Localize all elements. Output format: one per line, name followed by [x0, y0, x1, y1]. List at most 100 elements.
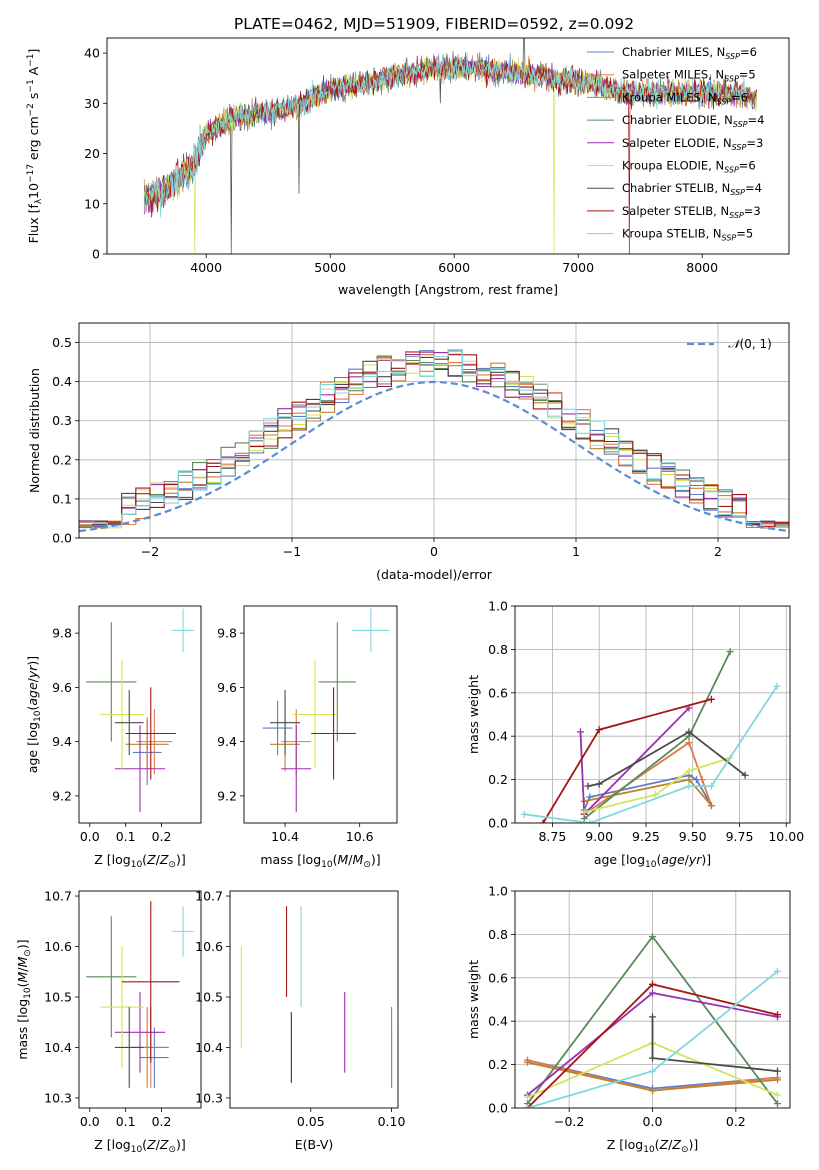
x-axis-label: Z [log10(Z/Z⊙)] [94, 852, 186, 870]
point-marker [685, 776, 693, 784]
y-tick-label: 10.3 [195, 1090, 223, 1105]
y-tick-label: 0.5 [52, 335, 72, 350]
panel-weight-vs-age: 8.75 9.00 9.25 9.50 9.75 10.00 0.0 0.2 0.4 0.6 0.8… [466, 599, 804, 871]
y-tick-label: 0.6 [488, 970, 508, 985]
x-tick-label: 0.0 [80, 829, 100, 844]
x-tick-label: 6000 [438, 260, 470, 275]
panel-spectrum: 4000 5000 6000 7000 8000 0 10 20 30 40 wavelength … [26, 37, 790, 297]
y-tick-label: 1.0 [488, 884, 508, 899]
y-tick-label: 10 [84, 196, 100, 211]
point-marker [651, 791, 659, 799]
point-marker [584, 782, 592, 790]
point-marker [586, 819, 594, 823]
legend-label: Salpeter STELIB, NSSP=3 [622, 204, 761, 220]
y-tick-label: 10.4 [44, 1040, 72, 1055]
x-tick-label: 0.2 [152, 829, 172, 844]
point-marker [774, 967, 781, 975]
y-tick-label: 10.7 [44, 889, 72, 904]
y-tick-label: 0.2 [488, 1057, 508, 1072]
y-tick-label: 0.0 [488, 1101, 508, 1116]
x-tick-label: 0.0 [80, 1114, 100, 1129]
legend-label: Chabrier ELODIE, NSSP=4 [622, 113, 764, 129]
point-marker [524, 1104, 531, 1108]
y-tick-label: 0.3 [52, 413, 72, 428]
y-tick-label: 9.6 [217, 680, 237, 695]
plot-area-age-vs-mass [262, 608, 390, 813]
axes-frame [229, 890, 399, 1109]
weight-series-line [651, 1016, 778, 1072]
y-tick-label: 9.4 [217, 734, 237, 749]
x-tick-label: 10.00 [768, 829, 804, 844]
panel-mass-vs-ebv: 0.05 0.10 10.3 10.4 10.5 10.6 10.7 E(B-V) [195, 889, 405, 1152]
y-tick-label: 40 [84, 46, 100, 61]
x-axis-label: Z [log10(Z/Z⊙)] [607, 1137, 699, 1155]
axes-frame [106, 37, 790, 255]
point-marker [649, 933, 656, 941]
y-tick-label: 20 [84, 146, 100, 161]
point-marker [649, 1067, 656, 1075]
x-tick-label: −2 [141, 544, 159, 559]
x-tick-label: 5000 [314, 260, 346, 275]
point-marker [649, 1087, 656, 1095]
point-marker [524, 1093, 531, 1101]
panel-weight-vs-Z: −0.2 0.0 0.2 0.0 0.2 0.4 0.6 0.8 1.0 mass weight Z… [466, 884, 791, 1155]
y-tick-label: 10.6 [44, 939, 72, 954]
point-marker [685, 739, 693, 747]
y-axis-label: age [log10(age/yr)] [25, 656, 43, 773]
point-marker [685, 782, 693, 790]
y-tick-label: 9.4 [52, 734, 72, 749]
y-tick-label: 10.4 [195, 1040, 223, 1055]
x-tick-label: 9.50 [679, 829, 707, 844]
legend-label: Chabrier MILES, NSSP=6 [622, 45, 757, 61]
plot-area-mass-vs-Z [86, 901, 194, 1088]
y-tick-label: 0.0 [52, 531, 72, 546]
y-tick-label: 0.0 [488, 816, 508, 831]
x-axis-label: wavelength [Angstrom, rest frame] [338, 282, 558, 297]
figure-title: PLATE=0462, MJD=51909, FIBERID=0592, z=0… [234, 15, 634, 33]
axes-frame [78, 322, 790, 539]
histogram-series [79, 349, 789, 529]
y-tick-label: 0.1 [52, 491, 72, 506]
x-axis-label: E(B-V) [295, 1137, 334, 1152]
x-axis-label: age [log10(age/yr)] [594, 852, 711, 870]
y-tick-label: 0.2 [52, 452, 72, 467]
point-marker [774, 1067, 781, 1075]
point-marker [649, 989, 656, 997]
axes-frame [243, 605, 398, 824]
x-tick-label: 7000 [562, 260, 594, 275]
x-tick-label: 10.6 [346, 829, 374, 844]
y-tick-label: 10.5 [195, 989, 223, 1004]
y-tick-label: 30 [84, 96, 100, 111]
plot-area-residuals [79, 323, 789, 538]
plot-area-spectrum [143, 38, 757, 254]
x-tick-label: 9.00 [585, 829, 613, 844]
panel-residuals: −2 −1 0 1 2 0.0 0.1 0.2 0.3 0.4 0.5 (data-model)/er… [27, 322, 790, 582]
x-tick-label: 4000 [190, 260, 222, 275]
x-tick-label: −0.2 [554, 1114, 584, 1129]
point-marker [741, 771, 749, 779]
x-axis-label: (data-model)/error [376, 567, 493, 582]
y-tick-label: 9.8 [52, 626, 72, 641]
x-tick-label: 0.2 [726, 1114, 746, 1129]
y-tick-label: 10.5 [44, 989, 72, 1004]
point-marker [774, 1091, 781, 1099]
x-tick-label: 8000 [686, 260, 718, 275]
weight-series-line [587, 730, 746, 787]
y-tick-label: 0.8 [488, 927, 508, 942]
spectrum-line [143, 52, 757, 218]
spectrum-line [143, 55, 757, 254]
point-marker [774, 1076, 781, 1084]
plots-container: 4000 5000 6000 7000 8000 0 10 20 30 40 wavelength … [15, 37, 804, 1155]
x-tick-label: 9.25 [632, 829, 660, 844]
y-tick-label: 10.3 [44, 1090, 72, 1105]
point-marker [576, 728, 584, 736]
x-tick-label: 0.10 [378, 1114, 406, 1129]
x-tick-label: 0.1 [116, 1114, 136, 1129]
y-tick-label: 0.2 [488, 772, 508, 787]
spectrum-legend: Chabrier MILES, NSSP=6 Salpeter MILES, NS… [587, 45, 764, 243]
plot-area-mass-vs-ebv [240, 906, 393, 1088]
point-marker [649, 1054, 656, 1062]
point-marker [524, 1058, 531, 1066]
x-tick-label: 0 [430, 544, 438, 559]
